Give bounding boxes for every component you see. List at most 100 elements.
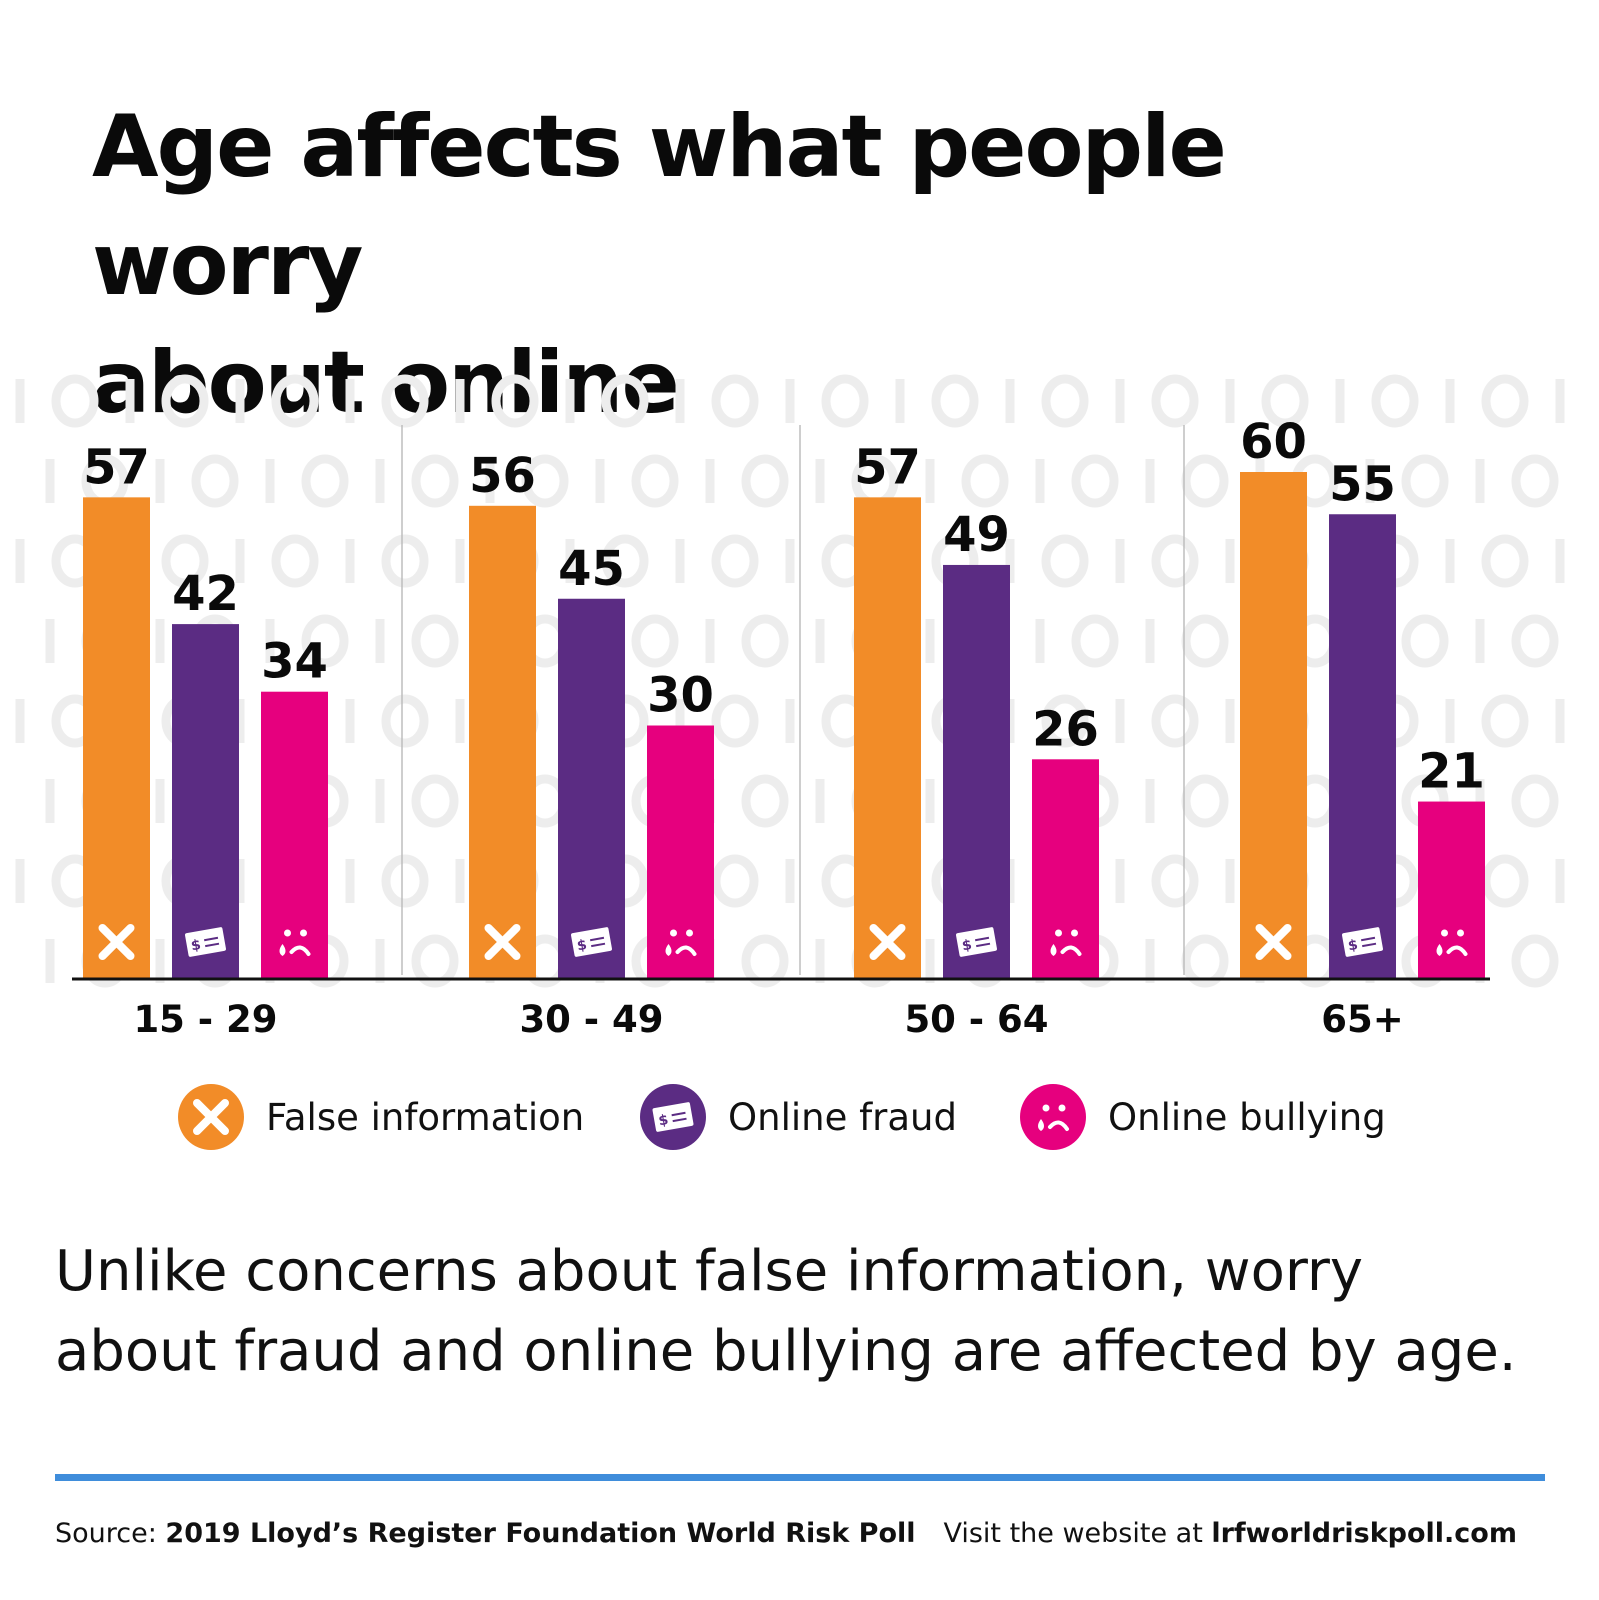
pattern-zero [381,854,429,908]
bar [1240,472,1307,979]
grouped-bar-chart: $ $ $ $ 57 42 34 56 45 30 57 49 26 60 55 21 15 - 29 30 … [15,374,1565,1040]
value-label: 34 [261,634,328,690]
pattern-zero [271,534,319,588]
x-icon [869,924,906,960]
pattern-zero [1041,694,1089,748]
value-label: 49 [943,507,1010,563]
summary-text: Unlike concerns about false information,… [55,1232,1575,1392]
cheque-icon-glyph: $ [652,1102,694,1132]
cheque-icon: $ [1342,927,1383,957]
cheque-icon: $ [956,927,997,957]
legend: False information $ Online fraud Online … [0,1082,1599,1152]
pattern-zero [711,694,759,748]
svg-text:$: $ [961,937,973,954]
x-icon [98,924,135,960]
pattern-zero [601,534,649,588]
pattern-zero [1041,534,1089,588]
summary-line-2: about fraud and online bullying are affe… [55,1319,1517,1384]
pattern-zero [711,534,759,588]
x-icon-glyph [193,1099,229,1135]
pattern-zero [411,614,459,668]
pattern-zero [1371,374,1419,428]
legend-item-false-information: False information [178,1082,584,1152]
pattern-zero [931,374,979,428]
bar [83,497,150,979]
bar [1329,514,1396,979]
value-label: 42 [172,566,239,622]
website-credit: Visit the website at lrfworldriskpoll.co… [943,1518,1517,1549]
sad-face-icon-glyph [1038,1104,1069,1131]
pattern-zero [1071,454,1119,508]
pattern-zero [1151,854,1199,908]
pattern-zero [631,614,679,668]
pattern-zero [1481,694,1529,748]
category-label: 30 - 49 [519,998,663,1040]
source-prefix: Source: [55,1518,166,1549]
pattern-zero [191,454,239,508]
legend-item-online-fraud: $ Online fraud [640,1082,957,1152]
pattern-zero [741,614,789,668]
pattern-zero [711,854,759,908]
sad-face-icon [1436,929,1468,956]
group-dividers [401,425,1185,975]
category-labels: 15 - 29 30 - 49 50 - 64 65+ [133,998,1403,1040]
x-icon [484,924,521,960]
pattern-zero [1511,454,1559,508]
pattern-zero [1261,374,1309,428]
sad-face-icon [279,929,311,956]
pattern-zero [411,454,459,508]
cheque-icon: $ [571,927,612,957]
pattern-zero [1181,614,1229,668]
pattern-zero [1181,934,1229,988]
visit-prefix: Visit the website at [943,1518,1212,1549]
pattern-zero [741,774,789,828]
bar [469,505,536,979]
pattern-zero [961,454,1009,508]
category-label: 15 - 29 [133,998,277,1040]
pattern-zero [161,534,209,588]
x-icon [1255,924,1292,960]
pattern-zero [631,454,679,508]
sad-face-icon [1020,1084,1086,1150]
website-link[interactable]: lrfworldriskpoll.com [1211,1518,1517,1549]
bar [1418,801,1485,979]
pattern-zero [1511,614,1559,668]
pattern-zero [821,374,869,428]
pattern-zero [51,374,99,428]
pattern-zero [411,774,459,828]
legend-label: Online fraud [728,1095,957,1139]
source-credit: Source: 2019 Lloyd’s Register Foundation… [55,1518,916,1549]
bar [1032,759,1099,979]
pattern-zero [161,374,209,428]
summary-line-1: Unlike concerns about false information,… [55,1239,1364,1304]
pattern-zero [381,534,429,588]
source-name: 2019 Lloyd’s Register Foundation World R… [165,1518,916,1549]
value-label: 21 [1418,744,1485,800]
sad-face-icon [1050,929,1082,956]
value-label: 26 [1032,701,1099,757]
bar [261,691,328,979]
value-label: 55 [1329,456,1396,512]
pattern-zero [271,374,319,428]
legend-label: Online bullying [1108,1095,1386,1139]
pattern-zero [1071,614,1119,668]
pattern-zero [741,934,789,988]
pattern-zero [411,934,459,988]
bars [83,472,1485,979]
svg-text:$: $ [1347,937,1359,954]
value-labels: 57 42 34 56 45 30 57 49 26 60 55 21 [83,414,1485,800]
pattern-zero [601,374,649,428]
page-title: Age affects what people worry about onli… [92,88,1492,442]
bar-icons: $ $ $ $ [98,924,1468,960]
category-label: 50 - 64 [904,998,1048,1040]
value-label: 60 [1240,414,1307,470]
value-label: 56 [469,448,536,504]
value-label: 57 [83,439,150,495]
pattern-zero [1151,374,1199,428]
pattern-zero [1151,534,1199,588]
sad-face-icon [665,929,697,956]
pattern-zero [1481,374,1529,428]
legend-item-online-bullying: Online bullying [1020,1082,1386,1152]
cheque-icon: $ [640,1084,706,1150]
pattern-zero [741,454,789,508]
